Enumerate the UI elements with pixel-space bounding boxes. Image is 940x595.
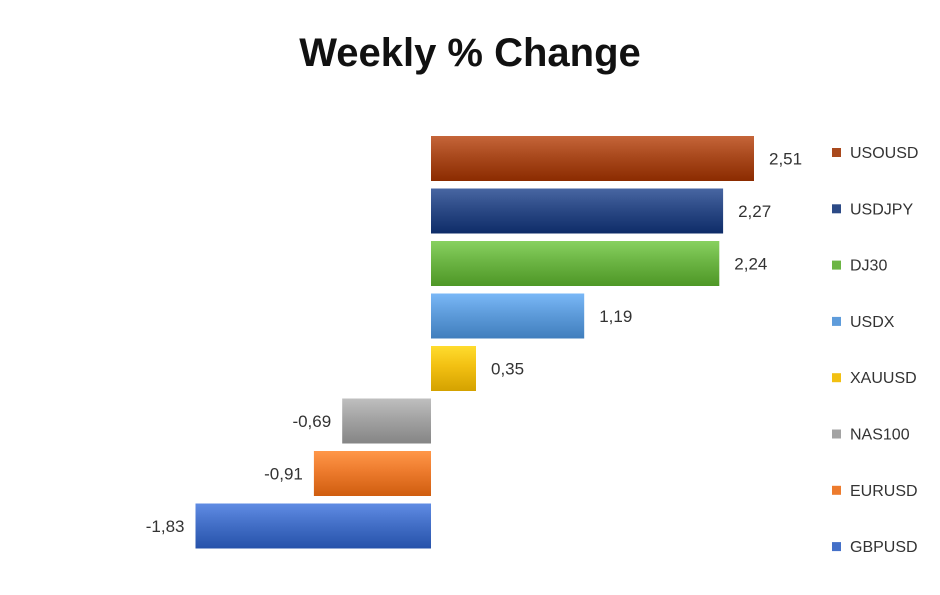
- bar-xauusd: [431, 346, 476, 391]
- legend-swatch-gbpusd: [832, 542, 841, 552]
- chart-title: Weekly % Change: [299, 31, 641, 75]
- legend-label-gbpusd: GBPUSD: [850, 539, 918, 556]
- data-label-dj30: 2,24: [734, 255, 767, 274]
- data-label-xauusd: 0,35: [491, 360, 524, 379]
- legend-item-usdjpy: USDJPY: [832, 201, 913, 218]
- legend-swatch-usousd: [832, 148, 841, 157]
- bar-dj30: [431, 241, 720, 286]
- legend-label-eurusd: EURUSD: [850, 483, 918, 500]
- legend-label-nas100: NAS100: [850, 427, 910, 444]
- bar-eurusd: [313, 451, 431, 496]
- legend-item-usousd: USOUSD: [832, 145, 918, 162]
- legend-item-xauusd: XAUUSD: [832, 370, 917, 387]
- value-labels: 2,51 2,27 2,24 1,19 0,35 -0,69 -0,91 -1,83: [146, 150, 802, 537]
- data-label-gbpusd: -1,83: [146, 517, 185, 536]
- legend-label-usousd: USOUSD: [850, 145, 918, 162]
- legend-item-nas100: NAS100: [832, 427, 910, 444]
- legend-swatch-dj30: [832, 260, 841, 270]
- legend-item-usdx: USDX: [832, 314, 895, 331]
- legend-swatch-usdx: [832, 316, 841, 326]
- data-label-eurusd: -0,91: [264, 465, 303, 484]
- data-label-usousd: 2,51: [769, 150, 802, 169]
- data-label-nas100: -0,69: [292, 412, 331, 431]
- legend-item-eurusd: EURUSD: [832, 483, 918, 500]
- bars-layer: [195, 136, 754, 549]
- legend-label-dj30: DJ30: [850, 258, 887, 275]
- bar-gbpusd: [195, 503, 431, 549]
- data-label-usdx: 1,19: [599, 307, 632, 326]
- legend-item-gbpusd: GBPUSD: [832, 539, 918, 556]
- legend-swatch-eurusd: [832, 485, 841, 495]
- legend-label-xauusd: XAUUSD: [850, 370, 917, 387]
- bar-usdjpy: [431, 188, 724, 234]
- legend-swatch-xauusd: [832, 373, 841, 383]
- bar-usousd: [431, 136, 754, 181]
- legend-item-dj30: DJ30: [832, 258, 887, 275]
- legend: USOUSD USDJPY DJ30 USDX XAUUSD NAS100 EURUSD GB…: [832, 145, 918, 556]
- legend-label-usdjpy: USDJPY: [850, 201, 913, 218]
- legend-label-usdx: USDX: [850, 314, 895, 331]
- legend-swatch-usdjpy: [832, 204, 841, 214]
- data-label-usdjpy: 2,27: [738, 202, 771, 221]
- bar-usdx: [431, 293, 585, 339]
- legend-swatch-nas100: [832, 429, 841, 439]
- bar-nas100: [342, 398, 431, 444]
